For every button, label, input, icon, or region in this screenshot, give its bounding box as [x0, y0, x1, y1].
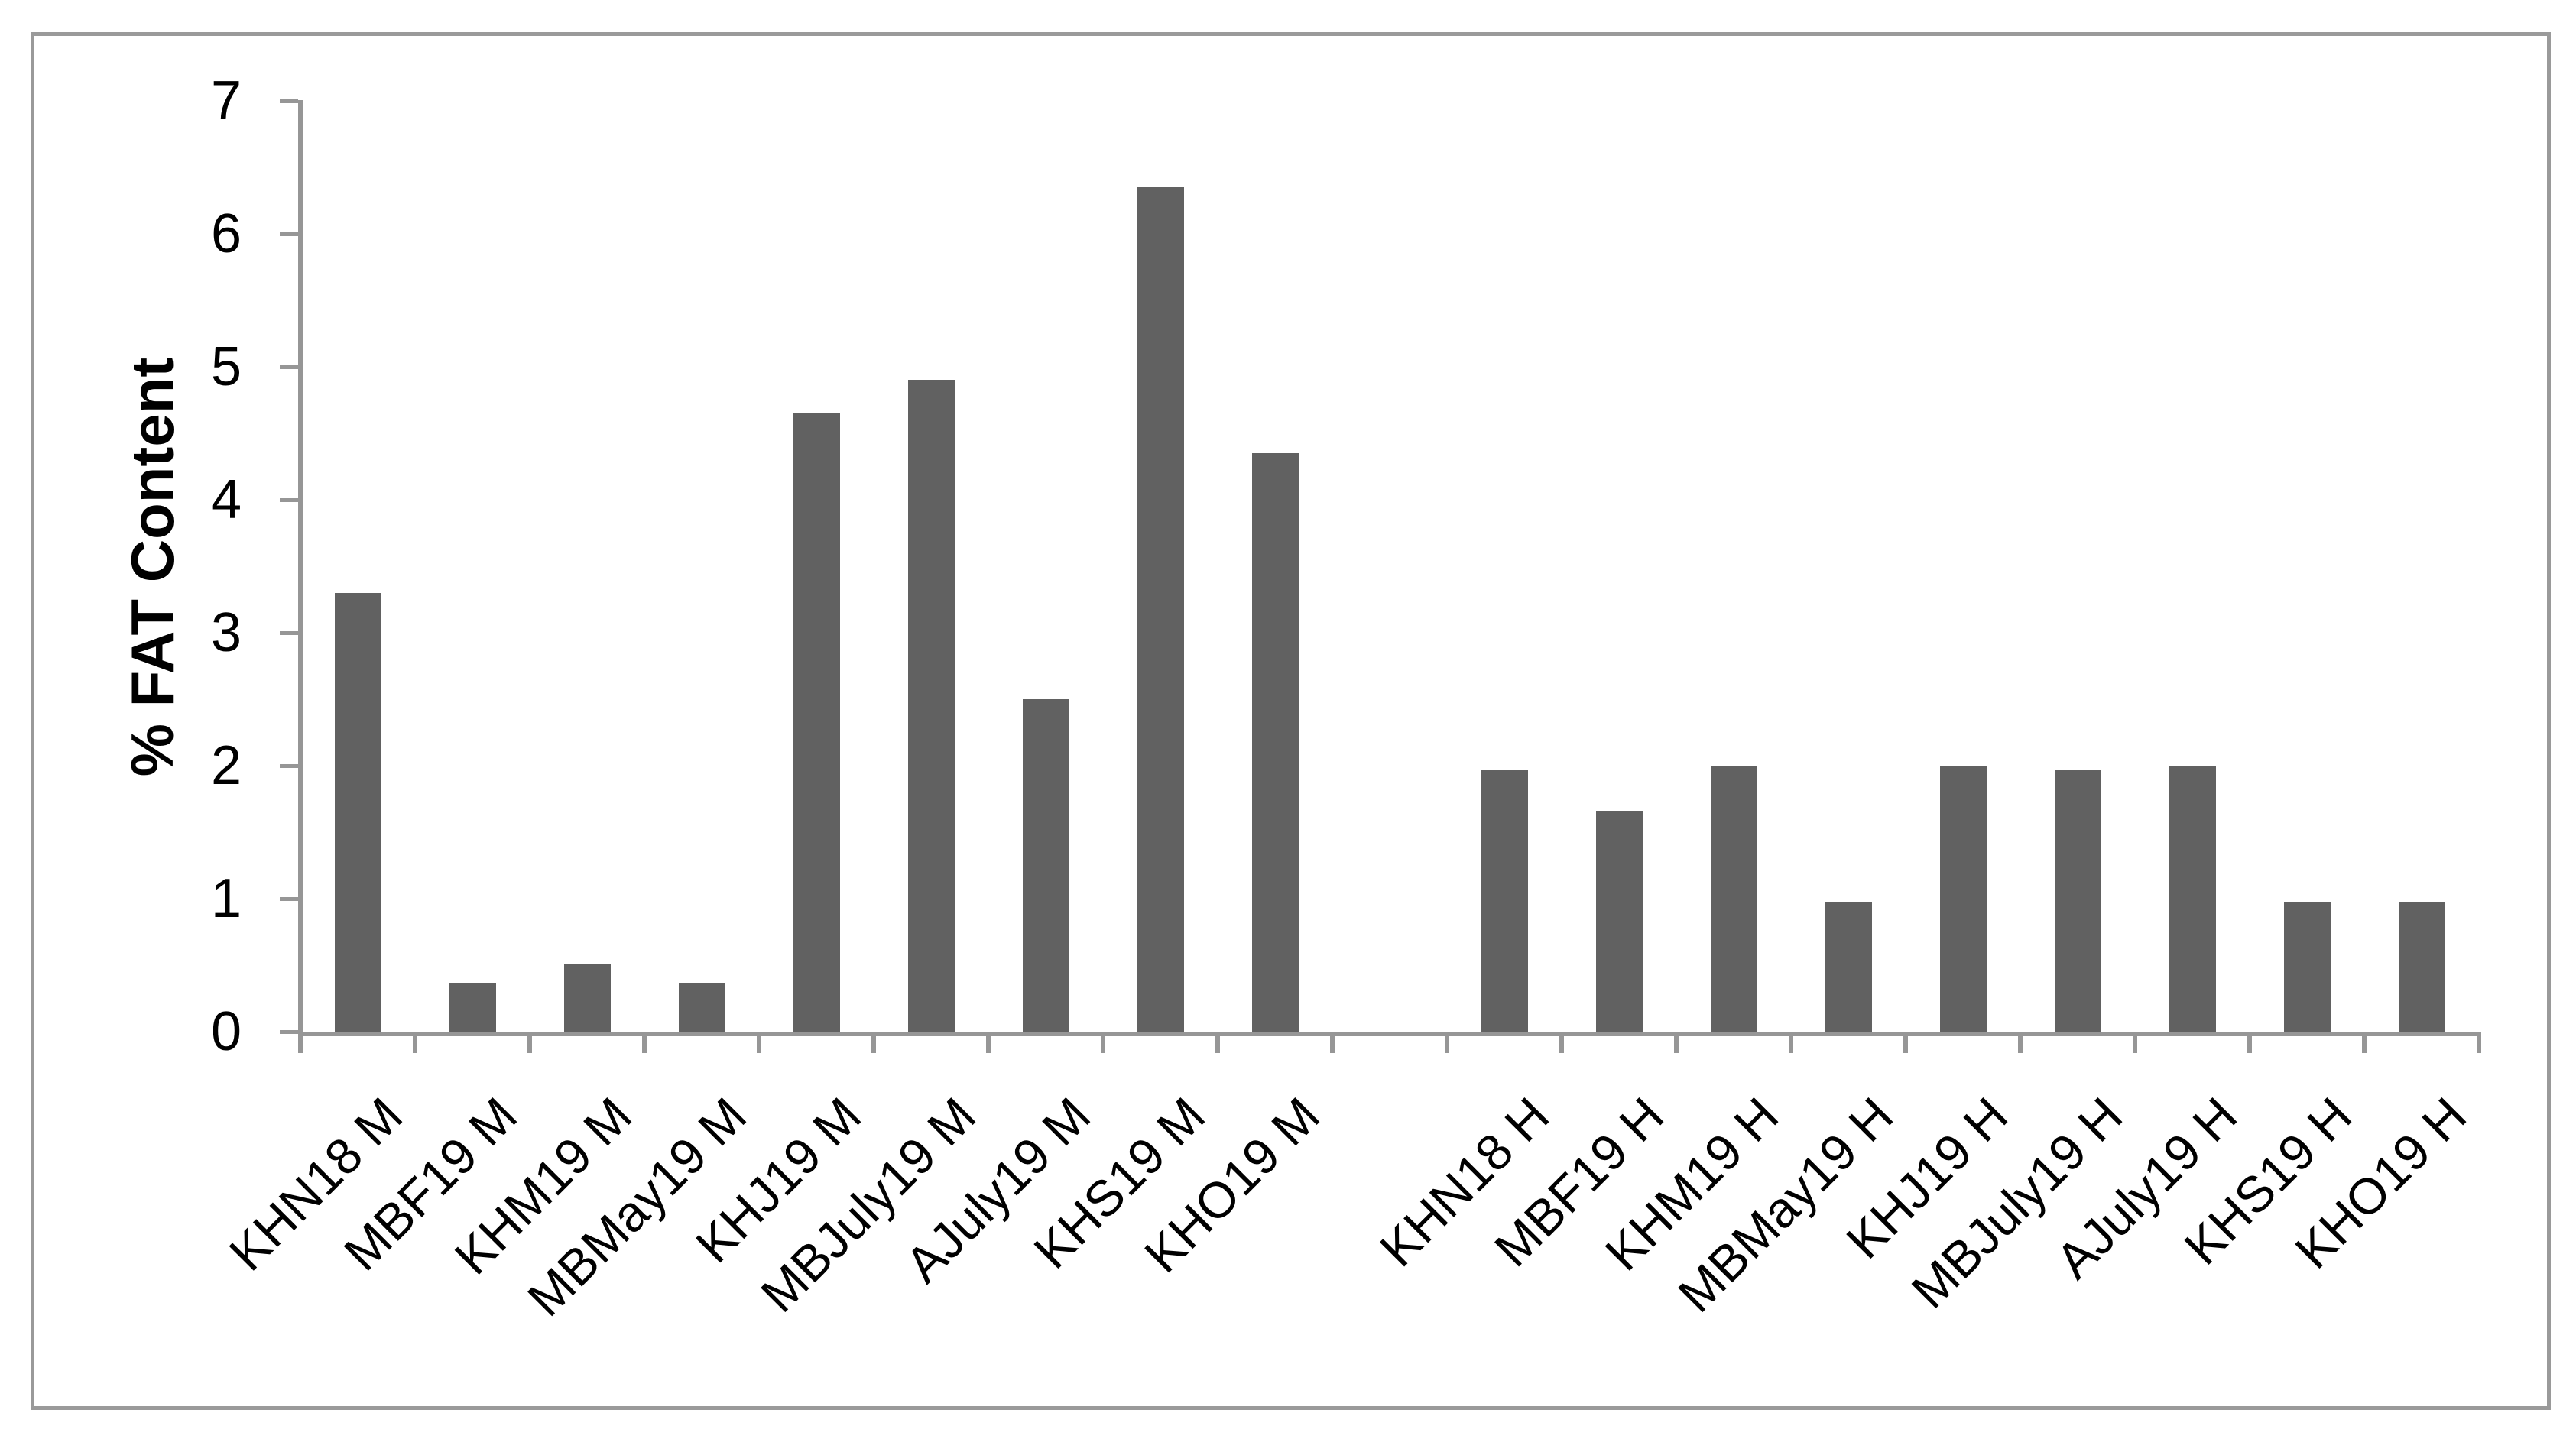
y-axis-tick	[280, 631, 298, 635]
y-axis-tick	[280, 1030, 298, 1034]
x-axis-tick	[642, 1032, 647, 1053]
y-axis-line	[298, 100, 303, 1053]
x-axis-tick	[1674, 1032, 1679, 1053]
x-axis-tick	[1559, 1032, 1564, 1053]
bar-mbmay19-h	[1825, 902, 1872, 1032]
bar-khj19-m	[793, 413, 840, 1032]
x-axis-line	[298, 1032, 2481, 1036]
x-axis-tick	[2018, 1032, 2023, 1053]
x-axis-tick	[1445, 1032, 1449, 1053]
bar-khj19-h	[1939, 766, 1987, 1032]
x-axis-tick	[757, 1032, 761, 1053]
y-axis-tick-label: 1	[210, 868, 242, 929]
bar-kho19-h	[2398, 902, 2445, 1032]
x-axis-tick	[986, 1032, 991, 1053]
x-axis-tick	[2362, 1032, 2367, 1053]
x-axis-tick	[1101, 1032, 1105, 1053]
x-axis-tick	[2247, 1032, 2252, 1053]
x-axis-tick	[413, 1032, 417, 1053]
x-axis-tick	[1215, 1032, 1220, 1053]
bar-ajuly19-h	[2169, 766, 2216, 1032]
y-axis-tick-label: 2	[210, 735, 242, 796]
bar-khm19-h	[1710, 766, 1757, 1032]
bar-mbjuly19-m	[907, 380, 955, 1032]
x-axis-tick	[2133, 1032, 2137, 1053]
x-axis-tick	[1789, 1032, 1793, 1053]
chart-outer-border	[31, 32, 2551, 1410]
y-axis-tick-label: 5	[210, 336, 242, 397]
x-axis-tick	[527, 1032, 532, 1053]
bar-khn18-m	[334, 592, 381, 1032]
y-axis-tick-label: 3	[210, 602, 242, 663]
y-axis-tick	[280, 365, 298, 369]
y-axis-tick-label: 7	[210, 70, 242, 131]
x-axis-tick	[1330, 1032, 1335, 1053]
bar-khn18-h	[1481, 770, 1528, 1032]
x-axis-tick	[2477, 1032, 2481, 1053]
y-axis-tick-label: 0	[210, 1001, 242, 1062]
x-axis-tick	[871, 1032, 876, 1053]
y-axis-tick	[280, 498, 298, 502]
y-axis-tick	[280, 232, 298, 236]
y-axis-tick	[280, 764, 298, 768]
y-axis-tick	[280, 99, 298, 103]
bar-kho19-m	[1251, 453, 1299, 1032]
x-axis-tick	[1903, 1032, 1908, 1053]
bar-mbmay19-m	[678, 982, 725, 1032]
y-axis-tick-label: 6	[210, 203, 242, 264]
bar-khs19-h	[2283, 902, 2331, 1032]
bar-khm19-m	[563, 964, 611, 1032]
bar-mbjuly19-h	[2054, 770, 2101, 1032]
y-axis-tick-label: 4	[210, 469, 242, 530]
y-axis-tick	[280, 897, 298, 901]
bar-ajuly19-m	[1022, 699, 1069, 1032]
bar-khs19-m	[1137, 187, 1184, 1032]
bar-mbf19-h	[1595, 811, 1643, 1032]
bar-mbf19-m	[449, 982, 496, 1032]
